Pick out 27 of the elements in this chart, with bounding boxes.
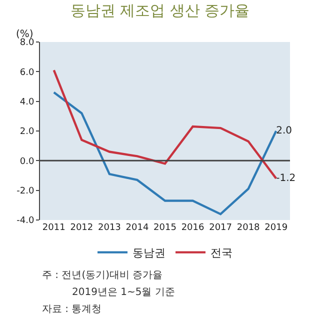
x-tick-label: 2019 [264, 223, 288, 233]
x-tick-label: 2015 [154, 223, 176, 233]
text: 주 : 전년(동기)대비 증가율 [42, 270, 163, 281]
y-tick-label: 4.0 [20, 97, 34, 108]
line-series [52, 91, 278, 216]
data-label: -1.2 [276, 172, 296, 184]
x-tick-label: 2017 [209, 223, 232, 233]
legend-label: 전국 [210, 246, 232, 260]
legend-label: 동남권 [132, 246, 166, 260]
x-tick-label: 2012 [70, 223, 94, 233]
data-label: 2.0 [276, 126, 292, 136]
x-tick-label: 2014 [126, 223, 149, 233]
x-tick-label: 2016 [181, 223, 205, 233]
y-tick-label: 8.0 [20, 38, 34, 48]
x-tick-label: 2018 [236, 223, 260, 233]
x-tick-label: 2011 [42, 223, 66, 233]
y-axis-title: (%) [16, 29, 34, 40]
text: 2019년은 1~5월 기준 [72, 287, 175, 298]
y-tick-label: 6.0 [20, 68, 34, 78]
y-tick-label: -2.0 [16, 186, 34, 196]
y-tick-label: 0.0 [20, 156, 34, 167]
y-tick-label: 2.0 [20, 127, 34, 138]
line-series [52, 69, 278, 180]
y-tick-label: -4.0 [16, 216, 34, 226]
chart-title: 동남권 제조업 생산 증가율 [70, 1, 250, 20]
x-tick-label: 2013 [98, 223, 121, 233]
text: 자료 : 통계청 [42, 304, 102, 315]
